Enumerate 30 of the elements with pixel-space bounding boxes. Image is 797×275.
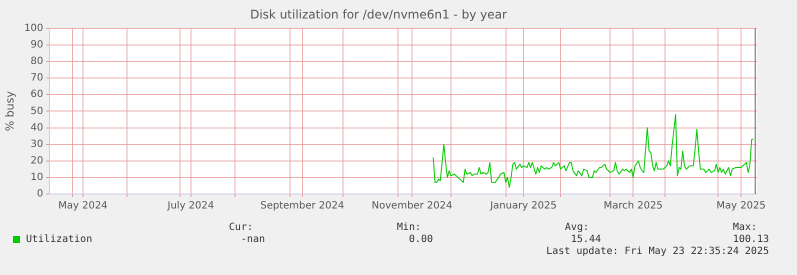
x-tick-label: November 2024 — [372, 200, 452, 212]
y-tick-label: 50 — [30, 106, 44, 117]
y-tick-label: 0 — [36, 188, 44, 200]
text: Last update: Fri May 23 22:35:24 2025 — [546, 246, 769, 257]
y-axis-title: % busy — [3, 90, 16, 132]
x-tick-label: March 2025 — [604, 200, 663, 212]
text: 100.13 — [732, 234, 769, 245]
x-tick-label: July 2024 — [166, 200, 214, 212]
y-tick-label: 70 — [30, 72, 44, 84]
x-tick-label: May 2024 — [58, 200, 108, 212]
text: 0.00 — [408, 234, 433, 245]
y-tick-label: 90 — [30, 40, 44, 51]
text: -nan — [240, 234, 265, 245]
text: Cur: — [228, 222, 253, 233]
y-tick-label: 60 — [30, 89, 44, 100]
y-tick-label: 20 — [30, 155, 44, 166]
y-tick-label: 10 — [30, 172, 44, 184]
chart-title: Disk utilization for /dev/nvme6n1 - by year — [250, 7, 507, 22]
x-tick-label: September 2024 — [260, 200, 344, 212]
legend-label: Utilization — [26, 234, 92, 245]
text: 15.44 — [570, 234, 601, 245]
y-tick-label: 80 — [30, 56, 44, 68]
text: Min: — [396, 222, 421, 233]
text: Avg: — [564, 222, 589, 233]
y-tick-label: 40 — [30, 122, 44, 134]
x-tick-label: May 2025 — [716, 200, 766, 212]
y-tick-label: 100 — [24, 22, 44, 34]
text: Max: — [732, 222, 757, 233]
x-tick-label: January 2025 — [489, 200, 557, 212]
y-tick-label: 30 — [30, 138, 44, 150]
